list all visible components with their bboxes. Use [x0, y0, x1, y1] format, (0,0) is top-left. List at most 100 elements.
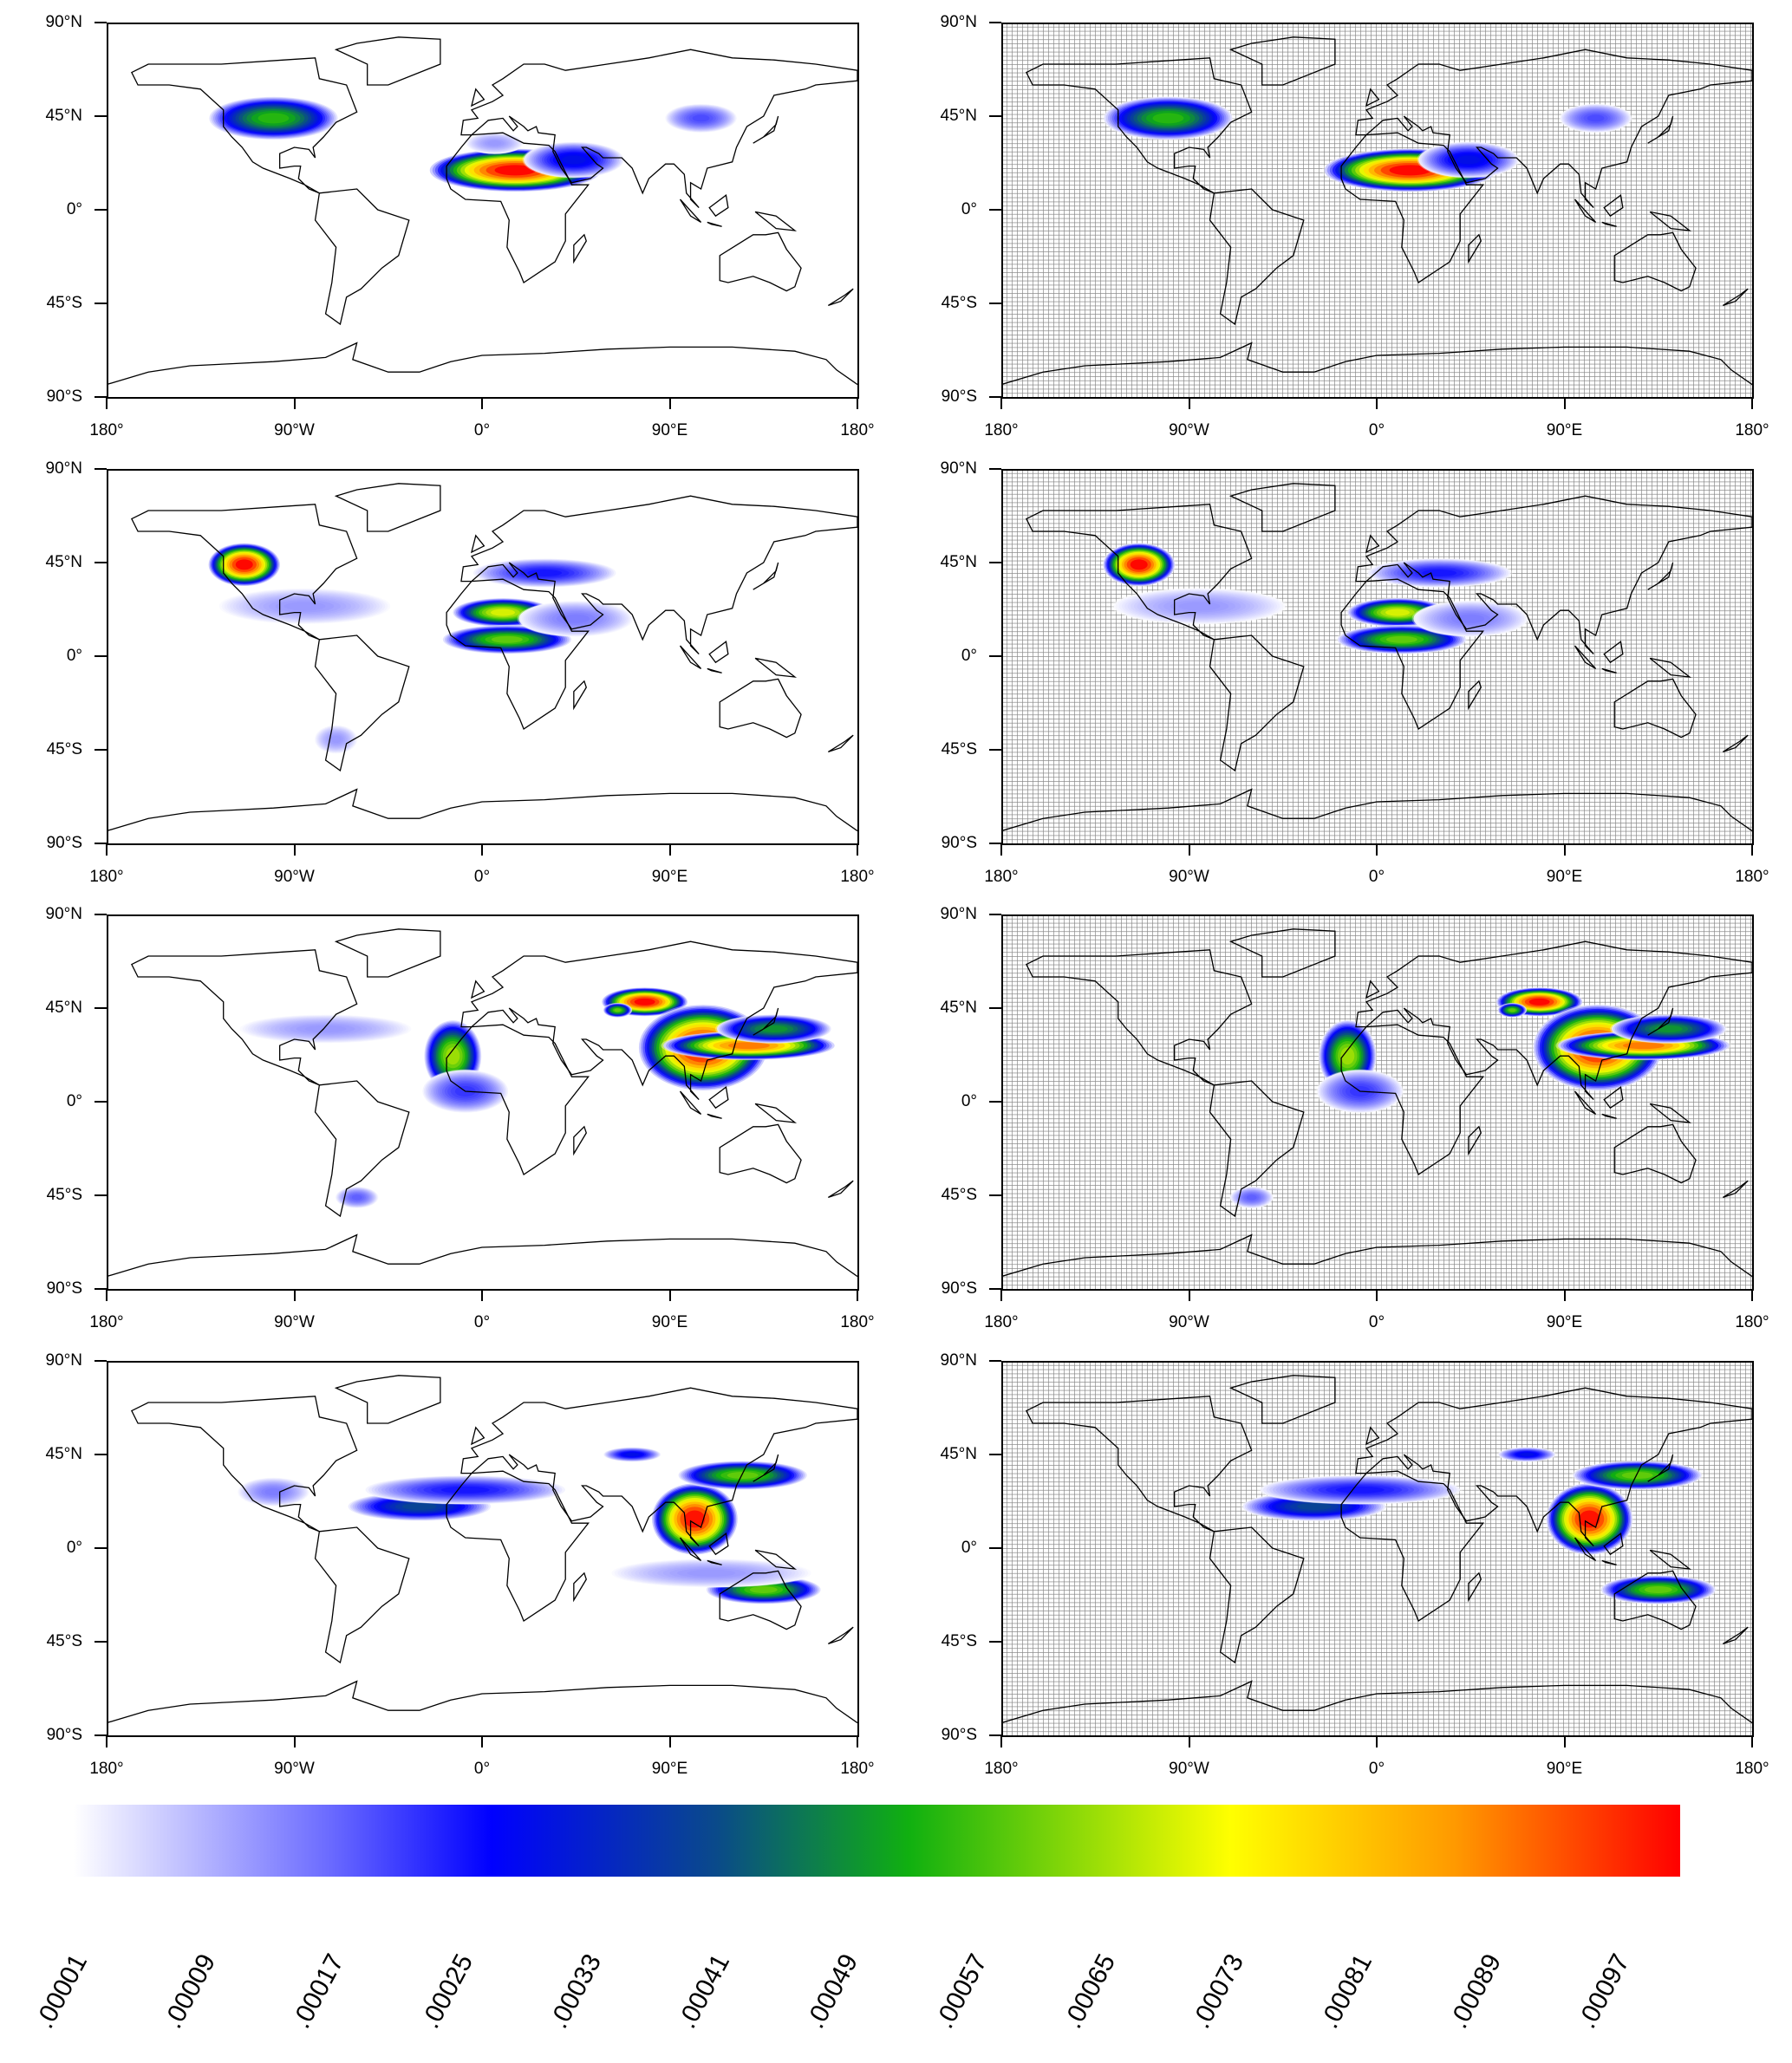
- colorbar: [74, 1805, 1680, 1877]
- coastline-antarctica: [107, 1233, 857, 1278]
- coastline: [573, 1572, 587, 1603]
- lat-label: 90°S: [46, 387, 82, 406]
- map-panel-r1-right: 90°N 45°N 0° 45°S 90°S 180° 90°W 0° 90°E 180°: [941, 14, 1769, 439]
- lon-label: 90°W: [274, 421, 315, 439]
- coastline: [827, 288, 854, 307]
- lat-tick: [94, 562, 107, 563]
- lon-tick: [481, 397, 483, 409]
- lat-label: 90°N: [45, 459, 82, 478]
- lat-label: 45°S: [941, 740, 977, 758]
- lat-label: 90°N: [940, 459, 977, 478]
- coastline: [1649, 211, 1692, 231]
- lon-tick: [106, 843, 108, 856]
- lat-label: 45°S: [941, 1186, 977, 1204]
- coastline: [334, 36, 441, 86]
- colorbar-tick-label: .00089: [1443, 1949, 1507, 2034]
- lat-tick: [94, 1101, 107, 1103]
- hotspot: [237, 1477, 310, 1507]
- lon-tick: [106, 1735, 108, 1747]
- coastline: [470, 1426, 485, 1446]
- lat-label: 45°N: [940, 553, 977, 571]
- colorbar-gradient: [74, 1805, 1680, 1877]
- hotspot: [1545, 1482, 1634, 1556]
- lon-label: 90°E: [651, 1313, 688, 1331]
- coastline: [1613, 678, 1697, 739]
- map-canvas: [107, 1375, 857, 1724]
- hotspot: [1571, 1461, 1704, 1490]
- lat-tick: [989, 22, 1001, 23]
- coastline: [707, 667, 722, 674]
- coastline: [573, 680, 587, 711]
- coastline: [754, 211, 798, 231]
- lat-tick: [989, 209, 1001, 211]
- hotspot: [362, 1474, 569, 1505]
- lat-label: 0°: [66, 1092, 82, 1110]
- coastline: [719, 1123, 802, 1184]
- coastline: [1603, 641, 1624, 664]
- coastline: [1603, 1086, 1624, 1110]
- lat-label: 0°: [961, 647, 977, 665]
- lat-tick: [94, 1641, 107, 1643]
- coastline: [1355, 49, 1752, 209]
- lon-label: 180°: [1735, 868, 1769, 886]
- lat-label: 45°N: [45, 553, 82, 571]
- lat-label: 90°N: [940, 905, 977, 923]
- coastline: [130, 57, 358, 194]
- hotspot: [1229, 1186, 1274, 1209]
- lat-tick: [989, 468, 1001, 470]
- coastline: [1574, 1090, 1597, 1115]
- coastline: [1613, 1570, 1697, 1630]
- lat-tick: [94, 396, 107, 398]
- lat-tick: [989, 396, 1001, 398]
- lat-tick: [989, 1360, 1001, 1362]
- hotspot: [522, 141, 626, 179]
- lon-label: 0°: [1368, 868, 1385, 886]
- coastline: [1228, 36, 1336, 86]
- lon-tick: [293, 843, 296, 856]
- lat-label: 45°S: [46, 1186, 82, 1204]
- coastline: [708, 194, 729, 218]
- coastline: [1601, 221, 1617, 227]
- coastline: [460, 495, 857, 655]
- lon-tick: [481, 843, 483, 856]
- coastline: [1574, 198, 1597, 223]
- lon-label: 180°: [984, 421, 1019, 439]
- lat-tick: [989, 562, 1001, 563]
- coastline: [130, 949, 358, 1086]
- coastline: [719, 1570, 802, 1630]
- lat-label: 0°: [961, 1539, 977, 1557]
- lon-label: 180°: [840, 1313, 875, 1331]
- coastline: [1209, 635, 1305, 772]
- lon-label: 90°E: [1546, 1313, 1583, 1331]
- hotspot: [314, 725, 359, 754]
- coastline: [754, 1103, 798, 1123]
- map-panel-r3-right: 90°N 45°N 0° 45°S 90°S 180° 90°W 0° 90°E 180°: [941, 906, 1769, 1331]
- lon-label: 180°: [840, 868, 875, 886]
- map-canvas: [1001, 23, 1752, 397]
- lon-tick: [857, 397, 858, 409]
- coastline: [1613, 1123, 1697, 1184]
- lon-tick: [857, 1289, 858, 1301]
- lon-label: 90°W: [274, 868, 315, 886]
- lon-label: 180°: [1735, 1760, 1769, 1778]
- lat-tick: [94, 209, 107, 211]
- coastline: [1209, 188, 1305, 326]
- lon-label: 180°: [840, 421, 875, 439]
- coastline: [1468, 1125, 1482, 1156]
- lat-label: 90°N: [940, 13, 977, 31]
- lat-tick: [94, 1288, 107, 1290]
- coastline: [1722, 1180, 1749, 1199]
- coastline: [1355, 495, 1752, 655]
- coastline: [1209, 1526, 1305, 1664]
- coastline: [1574, 645, 1597, 669]
- hotspot: [1417, 141, 1521, 179]
- coastline: [314, 1080, 410, 1218]
- hotspot: [1321, 148, 1499, 192]
- lat-label: 45°S: [941, 294, 977, 312]
- colorbar-tick-label: .00001: [29, 1949, 94, 2034]
- coastline-antarctica: [107, 788, 857, 832]
- lon-tick: [1188, 843, 1190, 856]
- coastline: [1340, 578, 1485, 730]
- coastline: [470, 88, 485, 107]
- coastline: [1340, 1470, 1485, 1622]
